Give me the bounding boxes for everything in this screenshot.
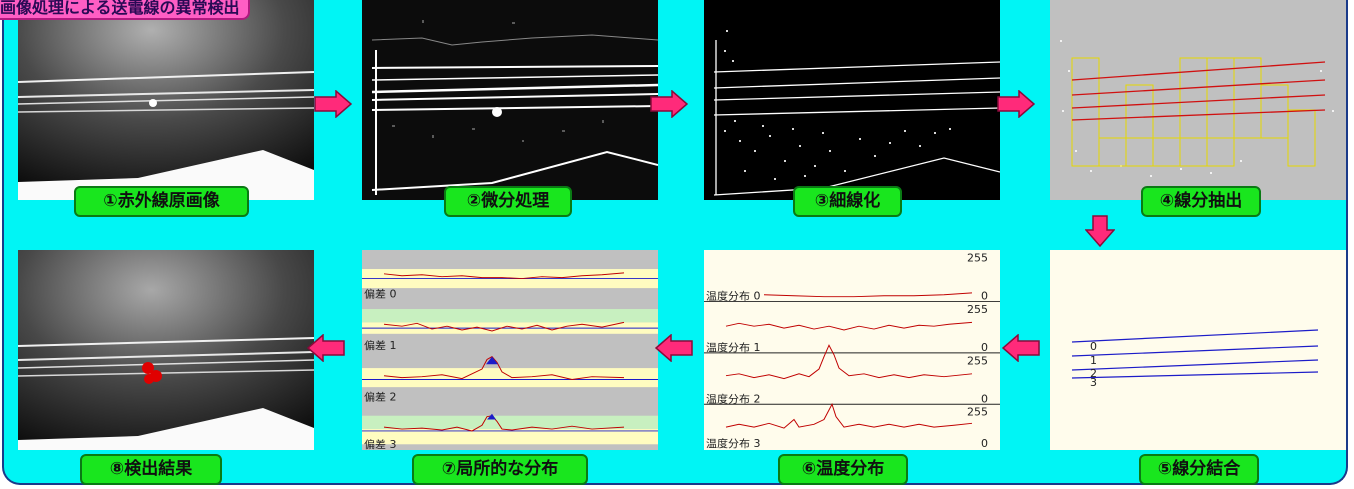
- right-arrow-icon: [650, 90, 688, 118]
- label-thinning: ③細線化: [793, 186, 902, 217]
- label-local-distribution: ⑦局所的な分布: [412, 454, 588, 485]
- arrow-1-2: [314, 90, 352, 118]
- differential-image: [362, 0, 658, 200]
- temp-row-0-label: 温度分布 0: [706, 290, 761, 303]
- segment-line-3-label: 3: [1090, 376, 1097, 389]
- temp-row-1-max: 255: [967, 303, 988, 316]
- local-row-0-label: 偏差 0: [364, 288, 397, 301]
- panel-infrared-original: [18, 0, 314, 200]
- panel-differential: [362, 0, 658, 200]
- panel-temperature-distribution: 温度分布 0 温度分布 1 温度分布 2 温度分布 3 255 0 255 0 …: [704, 250, 1000, 450]
- arrow-4-5: [1085, 215, 1115, 247]
- right-arrow-icon: [997, 90, 1035, 118]
- segment-joining-image: 0 1 2 3: [1050, 250, 1346, 450]
- segment-extraction-image: [1050, 0, 1346, 200]
- label-temperature-distribution: ⑥温度分布: [778, 454, 908, 485]
- temp-row-2-label: 温度分布 2: [706, 393, 760, 406]
- local-row-2-label: 偏差 2: [364, 391, 396, 404]
- temp-row-0-max: 255: [967, 252, 988, 265]
- temp-row-2-max: 255: [967, 355, 988, 368]
- label-differential: ②微分処理: [444, 186, 572, 217]
- temp-row-3-label: 温度分布 3: [706, 437, 760, 450]
- temp-row-0-min: 0: [981, 290, 988, 303]
- arrow-3-4: [997, 90, 1035, 118]
- panel-thinning: [704, 0, 1000, 200]
- arrow-6-7: [655, 334, 693, 362]
- diagram-title: 画像処理による送電線の異常検出: [0, 0, 250, 20]
- temperature-distribution-chart: 温度分布 0 温度分布 1 温度分布 2 温度分布 3 255 0 255 0 …: [704, 250, 1000, 450]
- down-arrow-icon: [1085, 215, 1115, 247]
- panel-local-distribution: 偏差 0 偏差 1 偏差 2 偏差 3: [362, 250, 658, 450]
- panel-segment-extraction: [1050, 0, 1346, 200]
- left-arrow-icon: [1002, 334, 1040, 362]
- label-segment-joining: ⑤線分結合: [1139, 454, 1259, 485]
- arrow-7-8: [307, 334, 345, 362]
- left-arrow-icon: [307, 334, 345, 362]
- panel-segment-joining: 0 1 2 3: [1050, 250, 1346, 450]
- arrow-5-6: [1002, 334, 1040, 362]
- temp-row-3-max: 255: [967, 406, 988, 419]
- temp-row-2-min: 0: [981, 393, 988, 406]
- arrow-2-3: [650, 90, 688, 118]
- segment-line-2-label: 2: [1090, 367, 1097, 380]
- temp-row-1-min: 0: [981, 341, 988, 354]
- label-segment-extraction: ④線分抽出: [1141, 186, 1261, 217]
- temp-row-3-min: 0: [981, 437, 988, 450]
- local-row-3-label: 偏差 3: [364, 438, 396, 450]
- panel-detection-result: [18, 250, 314, 450]
- label-detection-result: ⑧検出結果: [80, 454, 222, 485]
- segment-line-1-label: 1: [1090, 354, 1097, 367]
- local-row-1-label: 偏差 1: [364, 339, 396, 352]
- infrared-image: [18, 0, 314, 200]
- left-arrow-icon: [655, 334, 693, 362]
- temp-row-1-label: 温度分布 1: [706, 341, 760, 354]
- thinning-image: [704, 0, 1000, 200]
- detection-result-image: [18, 250, 314, 450]
- segment-line-0-label: 0: [1090, 340, 1097, 353]
- local-distribution-chart: 偏差 0 偏差 1 偏差 2 偏差 3: [362, 250, 658, 450]
- label-infrared-original: ①赤外線原画像: [74, 186, 249, 217]
- anomaly-marker: [142, 362, 154, 374]
- right-arrow-icon: [314, 90, 352, 118]
